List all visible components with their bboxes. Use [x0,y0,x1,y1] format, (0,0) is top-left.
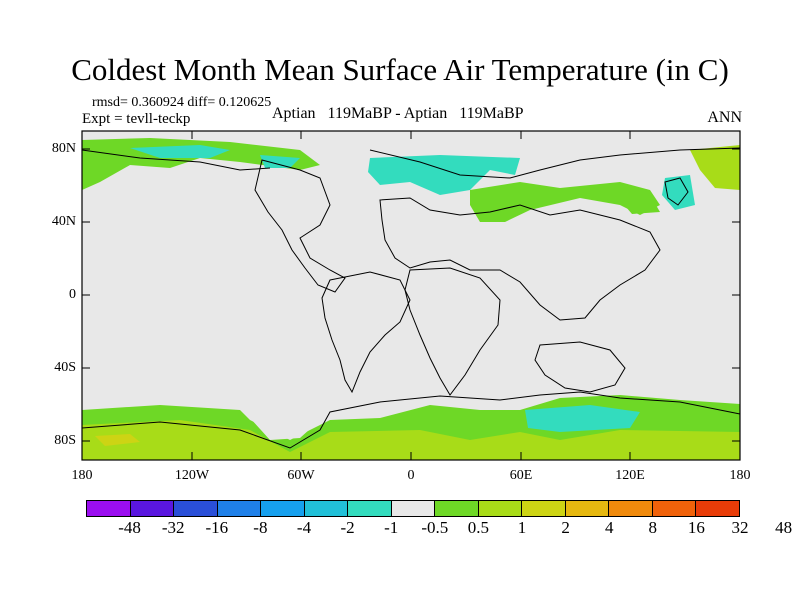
colorbar-label: 8 [648,518,658,537]
chart-title: Coldest Month Mean Surface Air Temperatu… [71,52,729,87]
stats-line: rmsd= 0.360924 diff= 0.120625 [92,95,272,110]
colorbar-label: -16 [205,518,229,537]
y-tick-label: 80N [51,141,76,156]
x-tick-label: 120W [174,468,210,483]
coastline-arctic [81,147,741,179]
colorbar-label: -0.5 [421,518,449,537]
asia-green-region [470,182,660,222]
y-tick-marks [82,148,740,442]
north-cyan-patch-2 [260,155,300,168]
colorbar-label: -4 [296,518,312,537]
north-green-east [690,145,740,190]
y-tick-label: 0 [69,287,76,302]
coastline-australia [534,341,626,393]
period-label: Aptian 119MaBP - Aptian 119MaBP [272,105,524,122]
colorbar-label: -2 [340,518,355,537]
colorbar-label: 4 [604,518,614,537]
colorbar-swatch [304,501,349,516]
colorbar-label: 32 [731,518,749,537]
y-tick-label: 40N [51,214,76,229]
east-cyan-patch [662,175,695,210]
colorbar-swatch [174,501,218,516]
colorbar-label: -32 [161,518,185,537]
colorbar-swatch [652,501,697,516]
colorbar-swatch [478,501,523,516]
colorbar [86,500,740,517]
colorbar-label: -8 [253,518,268,537]
colorbar-swatch [348,501,392,516]
south-gray-patch [250,412,320,440]
colorbar-swatch [522,501,566,516]
colorbar-label: -48 [118,518,141,537]
asia-cyan-band [368,155,520,195]
x-tick-label: 120E [615,468,645,483]
x-tick-label: 60E [509,468,533,483]
colorbar-label: -1 [384,518,399,537]
colorbar-label: 48 [775,518,793,537]
experiment-label: Expt = tevll-teckp [82,111,191,127]
coastline-antarctica [81,391,741,449]
north-green-east-2 [620,195,660,214]
colorbar-label: 1 [517,518,527,537]
colorbar-swatch [609,501,653,516]
x-tick-label: 180 [729,468,751,483]
colorbar-swatch [87,501,131,516]
colorbar-swatch [130,501,175,516]
colorbar-swatch [217,501,262,516]
south-cyan-patch [525,405,640,432]
x-tick-label: 0 [407,468,415,483]
coastline-africa [404,267,501,396]
coastline-europe-asia [379,197,661,321]
colorbar-swatch [696,501,739,516]
season-label: ANN [707,109,742,126]
coastline-east-islands [664,177,689,206]
colorbar-label: 0.5 [467,518,490,537]
coastline-north-america [254,159,346,293]
x-tick-label: 60W [287,468,315,483]
colorbar-swatch [435,501,479,516]
colorbar-label: 2 [561,518,570,537]
coastline-south-america [321,271,411,394]
x-tick-marks [81,131,631,460]
x-tick-label: 180 [71,468,93,483]
south-yellowgreen-band [82,420,740,460]
south-orange-patch [95,434,140,446]
north-cyan-patch [130,145,230,158]
y-tick-label: 80S [54,433,76,448]
y-tick-label: 40S [54,360,76,375]
colorbar-swatch [261,501,305,516]
colorbar-swatch [391,501,436,516]
colorbar-label: 16 [687,518,705,537]
colorbar-swatch [565,501,610,516]
